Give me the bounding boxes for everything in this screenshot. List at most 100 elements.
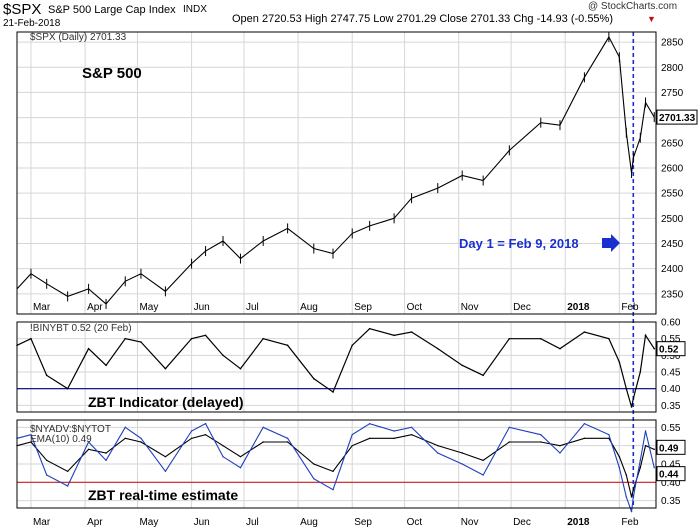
price-x-tick-label: Apr [87,302,103,313]
breadth-ema-line-point [583,437,586,440]
zbt-point [632,397,635,400]
price-y-tick-label: 2800 [661,63,684,74]
breadth-x-tick-label: Apr [87,517,103,528]
day1-annotation: Day 1 = Feb 9, 2018 [459,236,579,251]
price-last-value-box [656,109,698,125]
breadth-ema-line-last-value-box [656,439,686,455]
price-annotation: S&P 500 [82,65,142,82]
price-close-line [16,35,655,305]
breadth-ratio-line-point [140,437,142,440]
zbt-point [239,367,242,370]
chart-date: 21-Feb-2018 [3,18,61,29]
price-y-tick-label: 2450 [661,239,684,250]
zbt-point [87,347,90,350]
price-frame [16,31,657,315]
breadth-ratio-line-point [437,452,439,454]
breadth-ratio-line-point [625,496,628,498]
breadth-ratio-line-point [66,485,69,487]
breadth-ema-line-point [45,459,48,462]
zbt-y-tick-label: 0.40 [661,384,681,395]
breadth-ratio-line-point [618,466,621,469]
watermark: @ StockCharts.com [588,1,678,12]
zbt-point [608,337,610,340]
breadth-ratio-line-point [351,433,353,436]
breadth-y-tick-label: 0.35 [661,496,681,507]
breadth-ratio-line-point [190,430,193,432]
breadth-ema-legend: EMA(10) 0.49 [30,434,92,445]
reference-lines [17,32,656,508]
zbt-point [410,331,413,333]
breadth-x-tick-label: Feb [621,517,639,528]
breadth-ema-line-point [222,444,224,447]
breadth-ema-line-point [368,437,371,440]
series-layer [16,32,656,513]
zbt-point [539,337,542,340]
breadth-ratio-line [16,422,655,512]
zbt-point [630,406,633,408]
zbt-point [461,364,464,367]
zbt-point [618,361,621,363]
ohlc-readout: Open 2720.53 High 2747.75 Low 2701.29 Cl… [232,13,613,25]
breadth-ratio-line-point [222,455,224,458]
breadth-ema-line-point [559,444,561,447]
breadth-ratio-line-point [644,430,647,432]
breadth-ema-line-point [410,433,413,436]
zbt-point [204,334,207,337]
zbt-legend: !BINYBT 0.52 (20 Feb) [30,323,132,334]
price-x-tick-label: Feb [621,302,639,313]
right-arrow-icon [602,234,620,252]
breadth-y-tick-label: 0.55 [661,423,681,434]
zbt-point [508,337,511,340]
zbt-point [644,334,647,337]
breadth-x-tick-label: Dec [513,517,531,528]
price-x-tick-label: Dec [513,302,531,313]
breadth-ema-line-point [332,470,334,473]
breadth-ratio-line-point [508,426,511,429]
breadth-ema-line-point [653,448,655,451]
zbt-y-tick-label: 0.45 [661,368,681,379]
tick-labels: 2350240024502500255026002650270027502800… [33,38,698,528]
zbt-last-value-box [656,341,686,357]
breadth-ema-line-point [190,437,193,440]
breadth-ratio-line-point [30,433,32,436]
chart-header: $SPX S&P 500 Large Cap Index INDX 21-Feb… [0,0,700,30]
breadth-ratio-line-point [410,426,413,429]
breadth-ema-line-point [313,463,315,465]
price-y-tick-label: 2600 [661,163,684,174]
ticker-exchange: INDX [183,4,207,15]
breadth-ema-line [16,434,655,498]
price-x-tick-label: Aug [300,302,318,313]
zbt-point [164,367,167,370]
zbt-point [625,387,628,390]
breadth-ratio-line-point [332,488,334,491]
down-marker-icon: ▼ [647,14,656,24]
zbt-point [482,374,484,377]
breadth-ratio-line-point [204,422,207,425]
breadth-ratio-line-point [482,474,484,476]
breadth-frame [16,419,657,509]
breadth-ema-line-point [286,441,289,443]
zbt-point [639,371,642,373]
breadth-ratio-line-point [368,422,371,425]
zbt-point [286,344,289,347]
zbt-y-tick-label: 0.60 [661,318,681,329]
zbt-point [140,341,142,343]
breadth-ema-line-point [124,437,126,440]
breadth-ema-line-point [540,441,542,443]
breadth-ema-line-point [262,441,264,443]
breadth-legend: $NYADV:$NYTOT [30,424,111,435]
breadth-ema-line-point [239,455,242,458]
breadth-ratio-line-point [559,452,561,454]
breadth-ema-line-point [437,444,439,447]
price-y-tick-label: 2500 [661,214,684,225]
zbt-point [190,337,193,340]
price-x-tick-label: Jul [246,302,259,313]
breadth-ema-line-point [618,455,621,458]
zbt-point [351,344,354,347]
zbt-point [436,347,439,350]
price-x-tick-label: Mar [33,302,51,313]
breadth-ema-line-point [632,488,635,491]
zbt-point [105,364,107,367]
breadth-ratio-line-point [45,474,48,476]
